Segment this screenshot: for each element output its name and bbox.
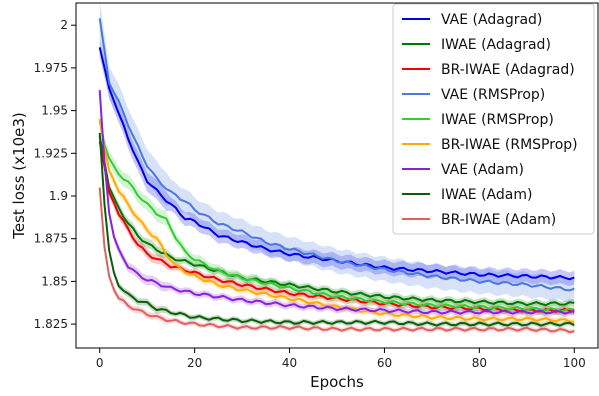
legend-label: BR-IWAE (Adagrad) <box>441 62 575 78</box>
legend-label: VAE (Adam) <box>441 162 524 178</box>
y-tick-label: 2 <box>60 18 68 32</box>
y-tick-label: 1.875 <box>34 232 68 246</box>
series-line <box>98 120 575 313</box>
series-line <box>98 18 575 292</box>
series-lines <box>98 18 575 334</box>
legend-item: BR-IWAE (RMSProp) <box>402 137 578 153</box>
x-axis-label: Epochs <box>310 373 364 391</box>
x-tick-label: 40 <box>282 356 297 370</box>
series-band <box>99 113 575 317</box>
legend-item: VAE (Adagrad) <box>402 12 542 28</box>
legend: VAE (Adagrad) IWAE (Adagrad) BR-IWAE (Adag… <box>392 3 595 235</box>
legend-item: IWAE (Adagrad) <box>402 37 551 53</box>
y-tick-label: 1.925 <box>34 146 68 160</box>
confidence-bands <box>99 3 575 335</box>
legend-label: VAE (RMSProp) <box>441 87 545 103</box>
legend-box <box>392 3 595 235</box>
legend-item: BR-IWAE (Adagrad) <box>402 62 575 78</box>
y-tick-label: 1.85 <box>41 274 68 288</box>
series-line <box>98 132 575 327</box>
series-band <box>99 3 575 303</box>
legend-label: IWAE (Adam) <box>441 187 532 203</box>
y-tick-label: 1.9 <box>49 189 68 203</box>
legend-item: VAE (Adam) <box>402 162 524 178</box>
legend-item: IWAE (Adam) <box>402 187 532 203</box>
x-tick-label: 0 <box>96 356 104 370</box>
x-axis-ticks: 0 20 40 60 80 100 <box>96 348 586 370</box>
series-line <box>98 118 575 323</box>
plot-frame <box>75 2 599 349</box>
y-axis-label: Test loss (x10e3) <box>10 112 28 240</box>
legend-label: BR-IWAE (Adam) <box>441 212 556 228</box>
legend-label: BR-IWAE (RMSProp) <box>441 137 578 153</box>
legend-item: IWAE (RMSProp) <box>402 112 554 128</box>
y-tick-label: 1.975 <box>34 61 68 75</box>
y-tick-label: 1.95 <box>41 104 68 118</box>
legend-label: IWAE (RMSProp) <box>441 112 554 128</box>
x-tick-label: 60 <box>377 356 392 370</box>
series-line <box>98 187 575 334</box>
legend-label: VAE (Adagrad) <box>441 12 542 28</box>
series-line <box>98 136 575 307</box>
x-tick-label: 20 <box>187 356 202 370</box>
legend-item: VAE (RMSProp) <box>402 87 545 103</box>
y-tick-label: 1.825 <box>34 317 68 331</box>
x-tick-label: 100 <box>563 356 586 370</box>
legend-label: IWAE (Adagrad) <box>441 37 551 53</box>
x-tick-label: 80 <box>472 356 487 370</box>
y-axis-ticks: 1.825 1.85 1.875 1.9 1.925 1.95 1.975 2 <box>34 18 76 331</box>
legend-item: BR-IWAE (Adam) <box>402 212 556 228</box>
series-line <box>98 90 575 315</box>
